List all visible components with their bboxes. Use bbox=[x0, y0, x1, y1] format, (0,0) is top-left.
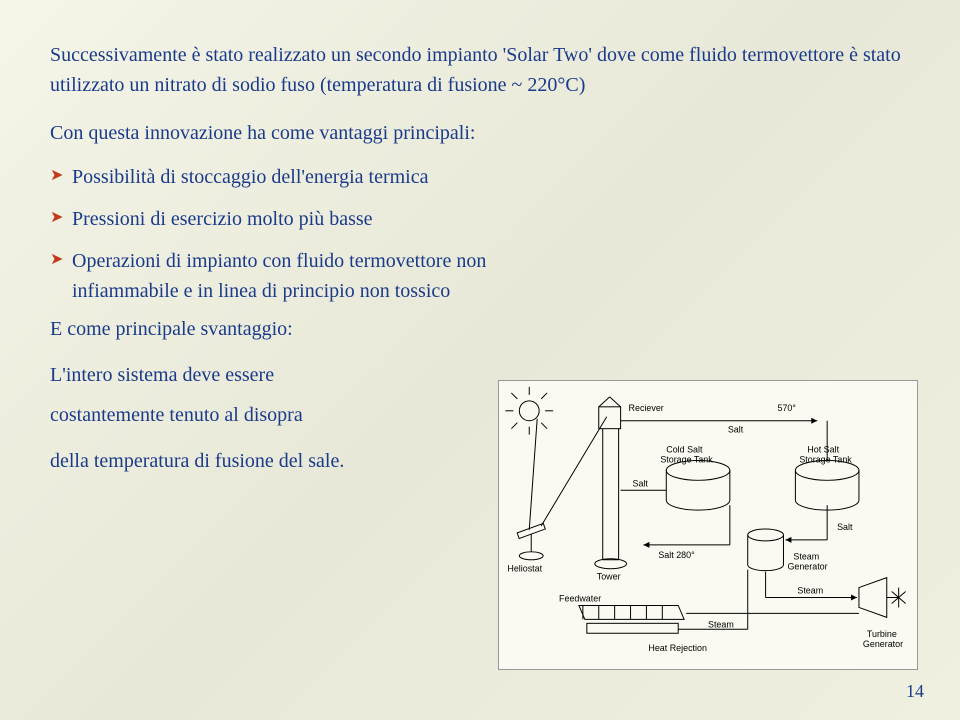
bullet-pressure: Pressioni di esercizio molto più basse bbox=[50, 204, 910, 234]
disadvantage-line-1: L'intero sistema deve essere costantemen… bbox=[50, 355, 390, 435]
label-turbine-1: Turbine bbox=[867, 629, 897, 639]
label-salt-left: Salt bbox=[633, 478, 649, 488]
label-heat-rejection: Heat Rejection bbox=[648, 643, 707, 653]
disadvantage-heading: E come principale svantaggio: bbox=[50, 318, 530, 341]
label-feedwater: Feedwater bbox=[559, 593, 601, 603]
bullet-storage: Possibilità di stoccaggio dell'energia t… bbox=[50, 162, 910, 192]
label-temp-hot: 570° bbox=[778, 403, 797, 413]
intro-paragraph: Successivamente è stato realizzato un se… bbox=[50, 40, 910, 100]
label-hot-tank-1: Hot Salt bbox=[807, 445, 839, 455]
label-salt-top: Salt bbox=[728, 425, 744, 435]
label-salt-280: Salt 280° bbox=[658, 550, 695, 560]
label-steam: Steam bbox=[797, 586, 823, 596]
solar-two-diagram: Heliostat Reciever 570° Tower Salt Cold … bbox=[498, 380, 918, 670]
label-turbine-2: Generator bbox=[863, 639, 903, 649]
label-steam-gen-2: Generator bbox=[787, 562, 827, 572]
label-salt-right: Salt bbox=[837, 522, 853, 532]
label-cold-tank-1: Cold Salt bbox=[666, 445, 703, 455]
label-steam-return: Steam bbox=[708, 619, 734, 629]
page-number: 14 bbox=[906, 681, 924, 702]
label-cold-tank-2: Storage Tank bbox=[660, 454, 713, 464]
label-hot-tank-2: Storage Tank bbox=[799, 454, 852, 464]
label-receiver: Reciever bbox=[629, 403, 664, 413]
label-heliostat: Heliostat bbox=[507, 564, 542, 574]
disadvantage-line-2: della temperatura di fusione del sale. bbox=[50, 441, 390, 481]
label-steam-gen-1: Steam bbox=[793, 552, 819, 562]
advantages-heading: Con questa innovazione ha come vantaggi … bbox=[50, 118, 910, 148]
label-tower: Tower bbox=[597, 572, 621, 582]
bullet-safety: Operazioni di impianto con fluido termov… bbox=[50, 246, 530, 306]
